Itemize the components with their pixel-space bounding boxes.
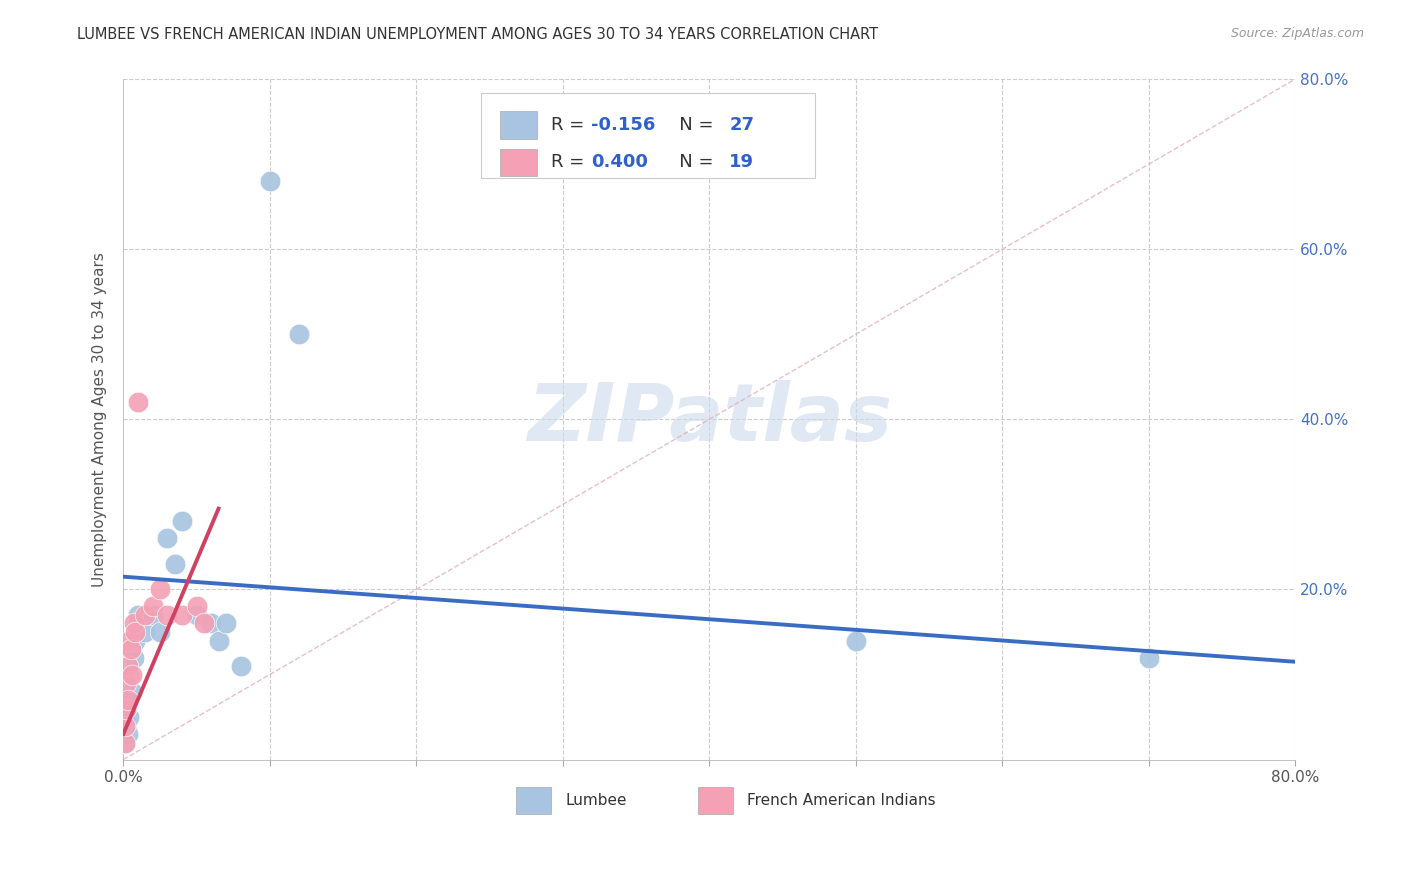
Text: R =: R = bbox=[551, 153, 591, 171]
Point bbox=[124, 625, 146, 640]
Point bbox=[127, 395, 149, 409]
Point bbox=[115, 676, 138, 690]
Point bbox=[207, 633, 229, 648]
Point bbox=[229, 659, 252, 673]
Point bbox=[117, 693, 139, 707]
Point bbox=[156, 607, 179, 622]
Point bbox=[200, 616, 222, 631]
Point bbox=[149, 582, 172, 597]
Text: 0.400: 0.400 bbox=[591, 153, 648, 171]
Point bbox=[186, 607, 208, 622]
Point bbox=[163, 557, 186, 571]
Bar bbox=[697, 787, 733, 814]
Bar bbox=[516, 787, 551, 814]
Point bbox=[142, 599, 165, 614]
Text: LUMBEE VS FRENCH AMERICAN INDIAN UNEMPLOYMENT AMONG AGES 30 TO 34 YEARS CORRELAT: LUMBEE VS FRENCH AMERICAN INDIAN UNEMPLO… bbox=[77, 27, 879, 42]
Point bbox=[115, 718, 138, 732]
Text: ZIPatlas: ZIPatlas bbox=[527, 380, 891, 458]
Point bbox=[124, 633, 146, 648]
Text: N =: N = bbox=[662, 153, 720, 171]
Point bbox=[114, 736, 136, 750]
Point bbox=[117, 693, 139, 707]
Point bbox=[288, 327, 311, 342]
Text: Source: ZipAtlas.com: Source: ZipAtlas.com bbox=[1230, 27, 1364, 40]
Point bbox=[193, 616, 215, 631]
Point bbox=[118, 710, 141, 724]
Point bbox=[845, 633, 868, 648]
Point bbox=[114, 710, 136, 724]
Point bbox=[114, 736, 136, 750]
Text: French American Indians: French American Indians bbox=[747, 793, 935, 808]
Point bbox=[117, 727, 139, 741]
Point bbox=[149, 625, 172, 640]
Y-axis label: Unemployment Among Ages 30 to 34 years: Unemployment Among Ages 30 to 34 years bbox=[93, 252, 107, 587]
Point bbox=[170, 515, 193, 529]
Point bbox=[117, 659, 139, 673]
Point bbox=[215, 616, 238, 631]
Point bbox=[118, 667, 141, 681]
Point bbox=[120, 642, 142, 657]
Point bbox=[122, 650, 145, 665]
Text: -0.156: -0.156 bbox=[591, 116, 655, 134]
Point bbox=[118, 633, 141, 648]
Bar bbox=[481, 93, 815, 178]
Text: 19: 19 bbox=[730, 153, 754, 171]
Point bbox=[121, 667, 143, 681]
Point bbox=[170, 607, 193, 622]
Bar bbox=[499, 112, 537, 138]
Point bbox=[259, 174, 281, 188]
Point bbox=[127, 607, 149, 622]
Point bbox=[122, 616, 145, 631]
Point bbox=[120, 642, 142, 657]
Point bbox=[121, 684, 143, 698]
Text: R =: R = bbox=[551, 116, 591, 134]
Text: Lumbee: Lumbee bbox=[565, 793, 627, 808]
Bar bbox=[499, 149, 537, 176]
Point bbox=[142, 607, 165, 622]
Point bbox=[156, 532, 179, 546]
Point bbox=[186, 599, 208, 614]
Point bbox=[115, 701, 138, 715]
Point bbox=[1137, 650, 1160, 665]
Text: N =: N = bbox=[662, 116, 720, 134]
Point bbox=[114, 718, 136, 732]
Point bbox=[134, 625, 156, 640]
Text: 27: 27 bbox=[730, 116, 754, 134]
Point bbox=[134, 607, 156, 622]
